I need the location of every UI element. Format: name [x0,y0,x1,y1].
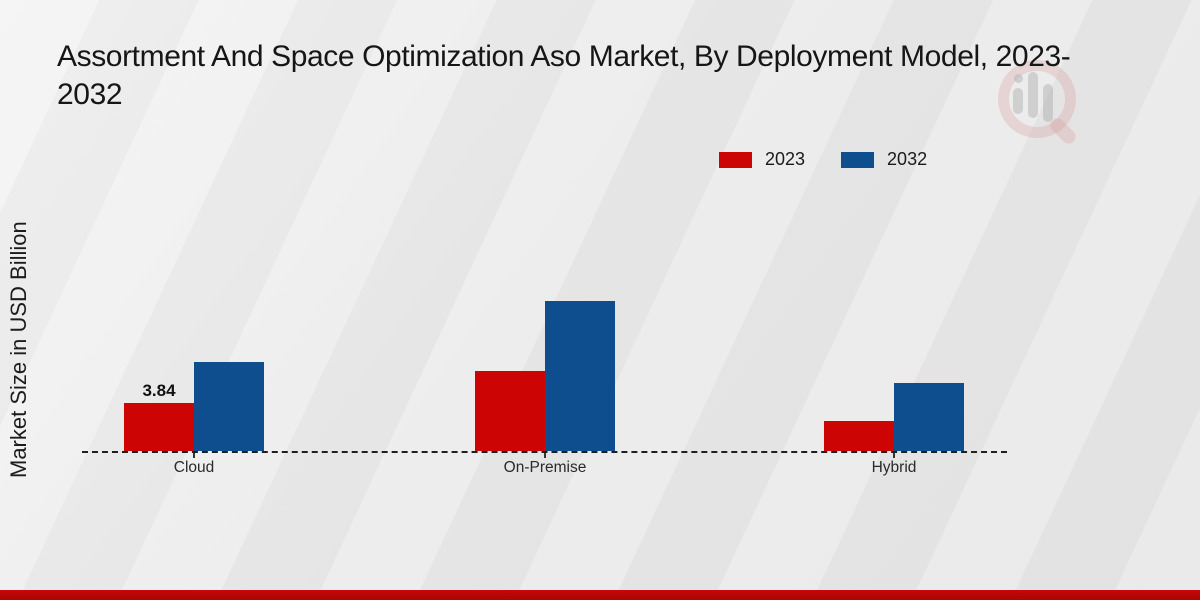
bar-2032-on-premise [545,301,615,451]
legend-swatch-2023 [719,151,752,168]
category-label-cloud: Cloud [173,459,215,476]
magnifier-ring-icon [998,60,1076,138]
legend: 2023 2032 [719,149,927,170]
bar-2023-on-premise [475,371,545,451]
bar-2023-hybrid [824,421,894,451]
logo-dot-icon [1014,74,1023,83]
chart-title: Assortment And Space Optimization Aso Ma… [57,38,1200,114]
category-label-hybrid: Hybrid [871,459,917,476]
chart-title-line2: 2032 [57,78,123,111]
legend-label-2032: 2032 [887,149,928,169]
magnifier-bar-chart-logo-watermark [998,60,1088,147]
bar-2032-hybrid [894,383,964,451]
chart-title-line1: Assortment And Space Optimization Aso Ma… [57,40,1071,73]
x-axis-tick [893,452,895,458]
logo-bar-icon [1043,84,1053,122]
logo-bar-icon [1013,88,1023,114]
bar-2032-cloud [194,362,264,451]
legend-swatch-2032 [841,151,875,168]
legend-label-2023: 2023 [765,149,806,169]
logo-bar-icon [1028,72,1038,118]
x-axis-baseline [82,451,1007,453]
category-label-on-premise: On-Premise [503,459,587,476]
bar-2023-cloud [124,403,194,451]
bar-value-label: 3.84 [142,381,176,400]
footer-red-band [0,590,1200,600]
legend-item-2032: 2032 [841,149,927,170]
legend-item-2023: 2023 [719,149,805,170]
x-axis-tick [193,452,195,458]
x-axis-tick [544,452,546,458]
